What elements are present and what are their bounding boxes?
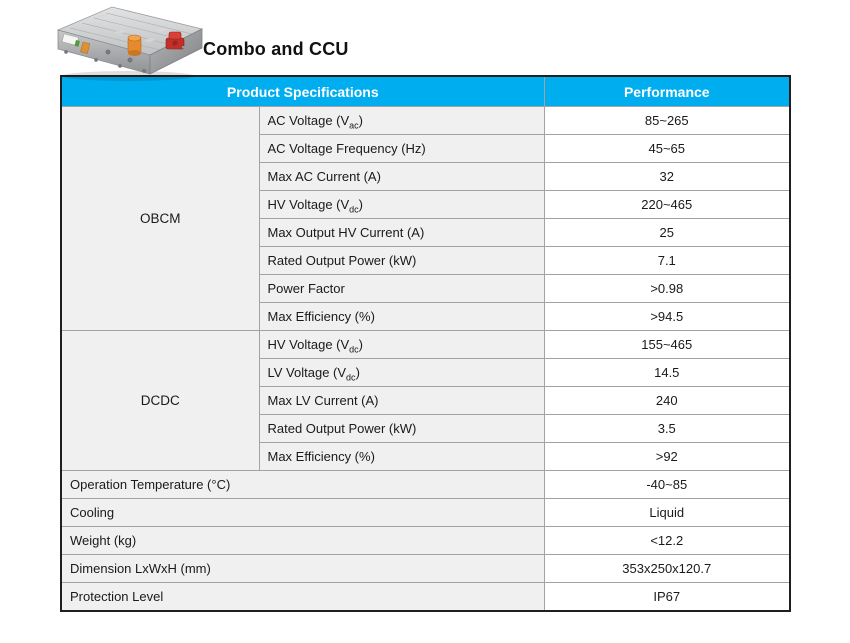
spec-label-cell: LV Voltage (Vdc) (258, 358, 545, 387)
table-row: Max LV Current (A) 240 (61, 386, 791, 415)
table-row: Max AC Current (A) 32 (61, 162, 791, 191)
table-row: Rated Output Power (kW) 3.5 (61, 414, 791, 443)
performance-value-cell: >94.5 (543, 302, 791, 331)
spec-table: Product Specifications Performance OBCM … (60, 75, 792, 612)
spec-label-cell: Max Output HV Current (A) (258, 218, 545, 247)
page-title: Combo and CCU (203, 39, 349, 59)
table-row: DCDC HV Voltage (Vdc) 155~465 (60, 330, 791, 471)
performance-value-cell: Liquid (543, 498, 791, 527)
category-cell-obcm: OBCM (60, 106, 260, 331)
performance-value-cell: -40~85 (543, 470, 791, 499)
table-row: Cooling Liquid (60, 498, 791, 527)
table-row: Protection Level IP67 (60, 582, 791, 612)
column-header-product-specifications: Product Specifications (60, 75, 545, 107)
spec-label-cell: Max LV Current (A) (258, 386, 545, 415)
table-row: Dimension LxWxH (mm) 353x250x120.7 (60, 554, 791, 583)
performance-value-cell: 3.5 (543, 414, 791, 443)
performance-value-cell: 32 (543, 162, 791, 191)
orange-connector (127, 34, 142, 56)
spec-label-cell: HV Voltage (Vdc) (258, 190, 545, 219)
spec-label-cell: HV Voltage (Vdc) (258, 330, 545, 359)
table-row: Rated Output Power (kW) 7.1 (61, 246, 791, 275)
performance-value-cell: >0.98 (543, 274, 791, 303)
performance-value-cell: 220~465 (543, 190, 791, 219)
performance-value-cell: >92 (543, 442, 791, 471)
spec-label-cell: Protection Level (60, 582, 545, 612)
performance-value-cell: 25 (543, 218, 791, 247)
product-photo (56, 6, 204, 81)
table-row: Max Efficiency (%) >94.5 (61, 302, 791, 331)
column-header-performance: Performance (543, 75, 791, 107)
spec-label-cell: Max AC Current (A) (258, 162, 545, 191)
table-row: OBCM AC Voltage (Vac) 85~265 (60, 106, 791, 331)
spec-label-cell: Rated Output Power (kW) (258, 246, 545, 275)
spec-label-cell: Rated Output Power (kW) (258, 414, 545, 443)
spec-label-cell: Weight (kg) (60, 526, 545, 555)
table-header-row: Product Specifications Performance (60, 75, 791, 107)
performance-value-cell: IP67 (543, 582, 791, 612)
spec-label-cell: AC Voltage Frequency (Hz) (258, 134, 545, 163)
performance-value-cell: 353x250x120.7 (543, 554, 791, 583)
spec-label-cell: Max Efficiency (%) (258, 442, 545, 471)
table-row: Weight (kg) <12.2 (60, 526, 791, 555)
performance-value-cell: 85~265 (543, 106, 791, 135)
red-connector (165, 31, 190, 50)
spec-label-cell: Cooling (60, 498, 545, 527)
performance-value-cell: 14.5 (543, 358, 791, 387)
performance-value-cell: 7.1 (543, 246, 791, 275)
table-row: AC Voltage Frequency (Hz) 45~65 (61, 134, 791, 163)
spec-label-cell: Max Efficiency (%) (258, 302, 545, 331)
spec-label-cell: Dimension LxWxH (mm) (60, 554, 545, 583)
performance-value-cell: 155~465 (543, 330, 791, 359)
spec-label-cell: Power Factor (258, 274, 545, 303)
category-cell-dcdc: DCDC (60, 330, 260, 471)
performance-value-cell: <12.2 (543, 526, 791, 555)
table-row: Power Factor >0.98 (61, 274, 791, 303)
performance-value-cell: 240 (543, 386, 791, 415)
spec-label-cell: AC Voltage (Vac) (258, 106, 545, 135)
charger-module-illustration (56, 6, 204, 81)
performance-value-cell: 45~65 (543, 134, 791, 163)
table-row: Operation Temperature (°C) -40~85 (60, 470, 791, 499)
spec-label-cell: Operation Temperature (°C) (60, 470, 545, 499)
table-row: HV Voltage (Vdc) 220~465 (61, 190, 791, 219)
